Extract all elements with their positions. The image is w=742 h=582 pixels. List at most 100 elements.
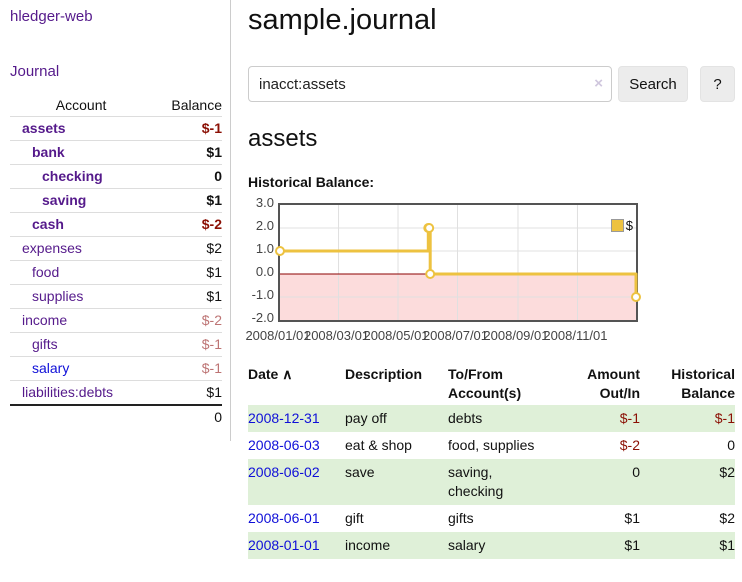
help-button[interactable]: ? — [700, 66, 735, 102]
account-row: supplies $1 — [10, 284, 222, 309]
account-balance: $1 — [206, 384, 222, 400]
account-link-cash[interactable]: cash — [32, 216, 64, 232]
transaction-description: eat & shop — [345, 437, 412, 453]
transaction-date-link[interactable]: 2008-12-31 — [248, 410, 320, 426]
page-title: sample.journal — [248, 4, 437, 36]
transaction-accounts: salary — [448, 537, 486, 553]
account-link-supplies[interactable]: supplies — [32, 288, 84, 304]
transaction-date-link[interactable]: 2008-06-02 — [248, 464, 320, 480]
x-axis-tick-label: 2008/07/01 — [422, 328, 489, 343]
transaction-row: 2008-06-03 eat & shop food, supplies $-2 0 — [248, 432, 735, 459]
data-point-marker[interactable] — [631, 292, 641, 302]
account-row: salary $-1 — [10, 356, 222, 381]
data-point-marker[interactable] — [425, 269, 436, 279]
main-panel: sample.journal × Search ? assets Histori… — [245, 0, 735, 559]
column-header-date[interactable]: Date ∧ — [248, 366, 293, 382]
x-axis-tick-label: 2008/01/01 — [245, 328, 311, 343]
transaction-description: income — [345, 537, 391, 553]
account-link-expenses[interactable]: expenses — [22, 240, 82, 256]
account-total-spacer — [10, 405, 152, 429]
account-balance: 0 — [214, 168, 222, 184]
transaction-date-link[interactable]: 2008-06-03 — [248, 437, 320, 453]
account-row: saving $1 — [10, 188, 222, 213]
chart-legend: $ — [610, 218, 633, 233]
account-link-income[interactable]: income — [22, 312, 68, 328]
y-axis-tick-label: 1.0 — [255, 241, 274, 256]
transaction-amount: $-1 — [619, 410, 640, 426]
transaction-balance: $2 — [719, 464, 735, 480]
account-balance: $-2 — [201, 312, 222, 328]
account-link-assets[interactable]: assets — [22, 120, 66, 136]
transaction-date-link[interactable]: 2008-01-01 — [248, 537, 320, 553]
account-balance: $-1 — [201, 360, 222, 376]
chart-plot[interactable]: $ — [275, 203, 641, 322]
account-column-header: Account — [55, 97, 107, 113]
app-brand-link[interactable]: hledger-web — [10, 8, 93, 25]
transaction-date-link[interactable]: 2008-06-01 — [248, 510, 320, 526]
account-row: gifts $-1 — [10, 332, 222, 357]
y-axis-tick-label: 3.0 — [255, 195, 274, 210]
sidebar-item-journal[interactable]: Journal — [10, 63, 60, 80]
account-row: liabilities:debts $1 — [10, 380, 222, 406]
transaction-row: 2008-01-01 income salary $1 $1 — [248, 532, 735, 559]
x-axis-tick-label: 2008/09/01 — [483, 328, 549, 343]
account-row: expenses $2 — [10, 236, 222, 261]
account-balance: $2 — [206, 240, 222, 256]
transaction-balance: $1 — [719, 537, 735, 553]
y-axis-tick-label: 2.0 — [255, 218, 274, 233]
transaction-description: pay off — [345, 410, 387, 426]
account-row: assets $-1 — [10, 116, 222, 141]
transaction-accounts: saving, checking — [448, 464, 504, 499]
y-axis-tick-label: -1.0 — [251, 287, 274, 302]
account-total-balance: 0 — [214, 409, 222, 425]
account-heading: assets — [248, 125, 318, 152]
sidebar: hledger-web Journal Account Balance asse… — [0, 0, 231, 441]
account-link-food[interactable]: food — [32, 264, 60, 280]
search-button[interactable]: Search — [618, 66, 688, 102]
account-link-salary[interactable]: salary — [32, 360, 70, 376]
search-input-wrap: × — [248, 66, 612, 102]
account-row: bank $1 — [10, 140, 222, 165]
data-point-marker[interactable] — [275, 246, 285, 256]
data-point-marker[interactable] — [424, 223, 435, 233]
transaction-row: 2008-06-02 save saving, checking 0 $2 — [248, 459, 735, 505]
legend-swatch-icon — [610, 219, 624, 232]
balance-column-header: Balance — [171, 97, 222, 113]
transaction-description: gift — [345, 510, 364, 526]
transaction-amount: $-2 — [619, 437, 640, 453]
account-balance: $1 — [206, 288, 222, 304]
legend-label: $ — [625, 218, 633, 233]
column-header-desc: Description — [345, 366, 423, 382]
account-link-gifts[interactable]: gifts — [32, 336, 58, 352]
x-axis-tick-label: 2008/11/01 — [543, 328, 608, 343]
column-header-balance: Historical Balance — [671, 366, 735, 401]
account-balance: $1 — [206, 144, 222, 160]
account-tree-table: Account Balance assets $-1 bank $1 checking 0… — [10, 94, 222, 429]
transaction-description: save — [345, 464, 375, 480]
column-header-accts: To/From Account(s) — [448, 366, 522, 401]
account-link-bank[interactable]: bank — [32, 144, 65, 160]
account-balance: $1 — [206, 192, 222, 208]
transaction-balance: 0 — [727, 437, 735, 453]
transaction-row: 2008-12-31 pay off debts $-1 $-1 — [248, 405, 735, 432]
transaction-accounts: debts — [448, 410, 483, 426]
transaction-balance: $2 — [719, 510, 735, 526]
clear-search-icon[interactable]: × — [594, 75, 603, 92]
search-bar: × Search ? — [248, 66, 735, 102]
search-input[interactable] — [248, 66, 612, 102]
account-row: cash $-2 — [10, 212, 222, 237]
account-row: income $-2 — [10, 308, 222, 333]
historical-balance-chart: 3.0 2.0 1.0 0.0 -1.0 -2.0 $ 2008/01/01 2008/03… — [245, 195, 735, 347]
account-link-checking[interactable]: checking — [42, 168, 103, 184]
x-axis-tick-label: 2008/05/01 — [363, 328, 429, 343]
account-balance: $1 — [206, 264, 222, 280]
account-link-liabilities-debts[interactable]: liabilities:debts — [22, 384, 114, 400]
transaction-amount: 0 — [632, 464, 640, 480]
transaction-amount: $1 — [624, 510, 640, 526]
account-row: food $1 — [10, 260, 222, 285]
transaction-balance: $-1 — [714, 410, 735, 426]
account-balance: $-1 — [201, 120, 222, 136]
transaction-accounts: gifts — [448, 510, 474, 526]
chart-title: Historical Balance: — [248, 174, 375, 190]
account-link-saving[interactable]: saving — [42, 192, 87, 208]
